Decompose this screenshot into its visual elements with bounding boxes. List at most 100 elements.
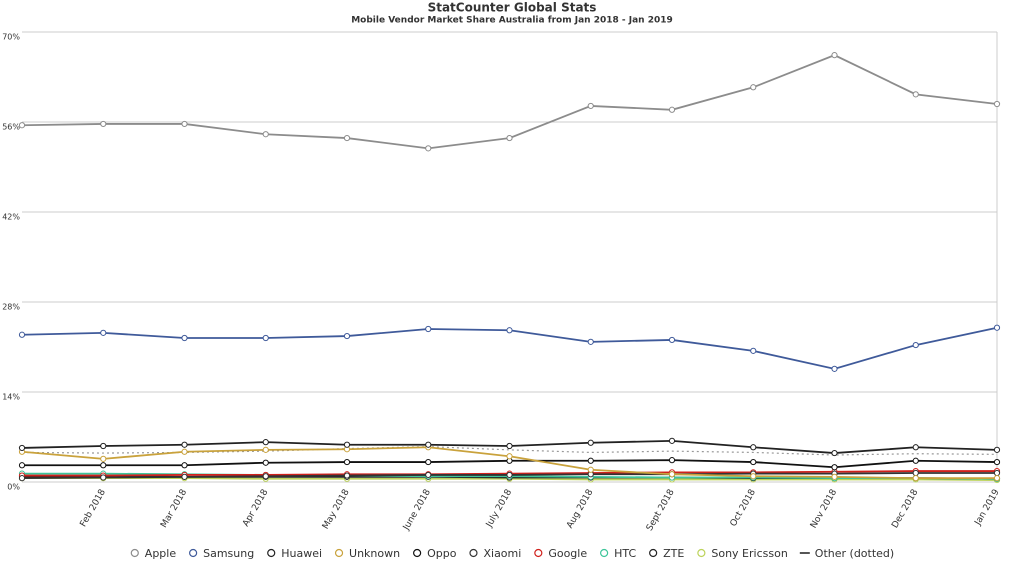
legend: Apple Samsung Huawei Unknown Oppo Xiaomi Googl…: [130, 547, 894, 560]
legend-label: Other (dotted): [815, 547, 894, 560]
x-tick-label: Dec 2018: [890, 488, 920, 531]
data-point: [262, 131, 269, 138]
series-line: [21, 54, 998, 150]
data-point: [912, 457, 919, 464]
data-point: [993, 446, 1001, 453]
legend-swatch: [649, 548, 658, 558]
data-point: [912, 469, 919, 477]
data-point: [668, 336, 676, 344]
data-point: [506, 471, 513, 479]
legend-label: Xiaomi: [483, 547, 521, 560]
data-point: [587, 466, 594, 473]
data-point: [262, 459, 269, 466]
legend-swatch: [534, 548, 543, 558]
data-point: [993, 100, 1001, 108]
y-tick-label: 0%: [7, 483, 20, 492]
legend-swatch: [267, 548, 276, 558]
data-point: [831, 365, 838, 372]
data-point: [506, 134, 513, 142]
legend-swatch: [189, 548, 198, 558]
data-point: [425, 325, 432, 333]
x-tick-label: Nov 2018: [809, 488, 839, 531]
data-point: [912, 475, 919, 482]
data-point: [425, 471, 432, 479]
y-tick-label: 56%: [2, 123, 20, 132]
data-point: [912, 341, 919, 349]
legend-swatch: [469, 548, 478, 558]
x-tick-label: Aug 2018: [565, 488, 595, 531]
data-point: [668, 457, 676, 464]
y-tick-label: 14%: [2, 393, 20, 402]
data-point: [993, 475, 1001, 482]
data-point: [425, 145, 432, 152]
data-point: [587, 457, 594, 464]
x-tick-label: Mar 2018: [159, 488, 189, 530]
legend-swatch: [697, 548, 706, 558]
data-point: [425, 458, 432, 466]
data-point: [181, 441, 188, 448]
data-point: [18, 462, 26, 469]
legend-label: Oppo: [427, 547, 457, 560]
y-tick-label: 28%: [2, 303, 20, 312]
x-tick-label: May 2018: [321, 488, 352, 532]
x-tick-label: Sept 2018: [645, 488, 677, 533]
data-point: [506, 442, 513, 450]
data-point: [668, 106, 676, 113]
data-point: [750, 473, 757, 480]
data-point: [181, 473, 188, 480]
x-tick-label: July 2018: [484, 488, 514, 530]
legend-label: Unknown: [349, 547, 400, 560]
x-tick-label: Oct 2018: [729, 488, 758, 529]
data-point: [912, 91, 919, 98]
data-point: [506, 327, 513, 334]
data-point: [262, 439, 269, 446]
data-point: [425, 441, 432, 448]
data-point: [668, 437, 676, 444]
data-point: [587, 439, 594, 446]
legend-label: Google: [548, 547, 587, 560]
chart-title: StatCounter Global Stats: [428, 1, 597, 15]
data-point: [912, 444, 919, 451]
data-point: [18, 475, 26, 482]
data-point: [750, 444, 757, 451]
data-point: [18, 444, 26, 452]
data-point: [587, 338, 594, 345]
data-point: [993, 324, 1001, 331]
data-point: [831, 449, 838, 457]
data-point: [506, 453, 513, 460]
data-point: [18, 331, 26, 338]
data-point: [343, 441, 351, 448]
data-point: [100, 455, 107, 462]
data-point: [262, 473, 269, 480]
data-point: [100, 329, 107, 336]
x-tick-label: Apr 2018: [241, 488, 270, 529]
legend-label: Huawei: [281, 547, 322, 560]
data-point: [181, 120, 188, 128]
data-point: [100, 474, 107, 481]
data-point: [181, 334, 188, 342]
legend-swatch: [413, 548, 422, 558]
legend-label: ZTE: [663, 547, 684, 560]
data-point: [587, 102, 594, 110]
chart-subtitle: Mobile Vendor Market Share Australia fro…: [351, 16, 673, 26]
legend-swatch: [130, 548, 139, 558]
data-point: [750, 347, 757, 354]
data-point: [262, 446, 269, 453]
data-point: [343, 332, 351, 340]
legend-swatch: [600, 548, 609, 558]
data-point: [993, 469, 1001, 477]
data-point: [750, 84, 757, 91]
legend-label: Samsung: [203, 547, 254, 560]
data-point: [668, 471, 676, 478]
data-point: [181, 448, 188, 455]
x-tick-label: Jan 2019: [973, 488, 1002, 528]
legend-label: Apple: [145, 547, 177, 560]
data-point: [18, 122, 26, 129]
data-point: [100, 442, 107, 450]
series-line: [21, 326, 998, 370]
data-point: [831, 52, 838, 59]
y-tick-label: 42%: [2, 213, 20, 222]
data-point: [100, 120, 107, 128]
data-point: [181, 462, 188, 469]
